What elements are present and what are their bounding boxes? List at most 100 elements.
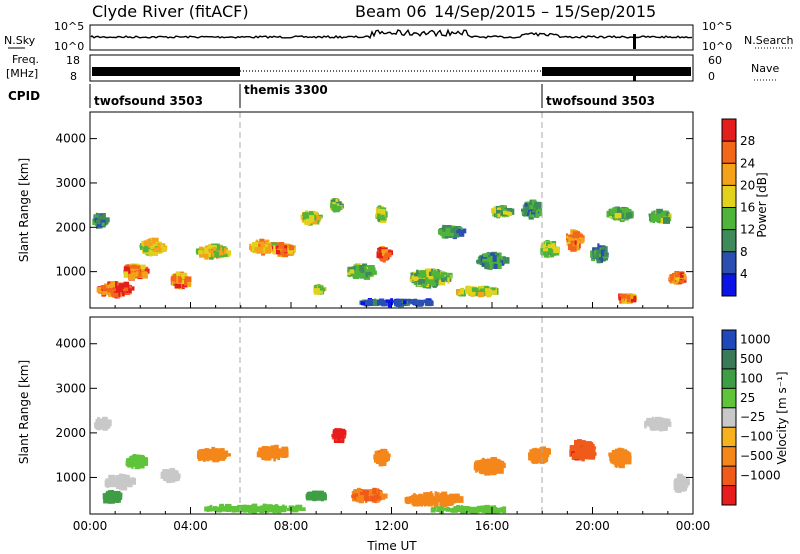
scatter-cell-1753 (597, 243, 600, 250)
x-tick-label-1: 04:00 (173, 519, 208, 533)
scatter-cell-886 (473, 464, 479, 469)
velocity-colorbar-swatch-3 (722, 388, 736, 409)
scatter-cell-471 (213, 249, 217, 253)
scatter-cell-1099 (618, 461, 625, 469)
scatter-cell-551 (249, 243, 252, 250)
scatter-cell-182 (135, 271, 139, 276)
power-colorbar-label: Power [dB] (755, 172, 769, 237)
scatter-cell-2092 (372, 299, 378, 307)
scatter-cell-478 (203, 247, 208, 254)
scatter-cell-1298 (683, 480, 689, 488)
noise-panel-frame (89, 24, 694, 51)
scatter-cell-1449 (452, 227, 458, 231)
scatter-cell-700 (423, 495, 427, 499)
scatter-cell-395 (175, 276, 179, 283)
power-colorbar-swatch-3 (722, 207, 736, 231)
scatter-cell-857 (486, 459, 493, 464)
scatter-cell-970 (533, 457, 538, 461)
velocity-colorbar-label-0: 1000 (740, 332, 771, 346)
velocity-colorbar-swatch-4 (722, 407, 736, 428)
power-heatmap-cells (92, 198, 687, 308)
scatter-cell-86 (115, 281, 118, 288)
scatter-cell-141 (164, 473, 167, 477)
scatter-cell-346 (215, 449, 222, 456)
scatter-cell-482 (222, 253, 228, 257)
scatter-cell-1667 (543, 244, 549, 248)
scatter-cell-1062 (580, 448, 584, 455)
scatter-cell-1529 (466, 507, 473, 513)
scatter-cell-637 (278, 242, 285, 249)
scatter-cell-97 (124, 287, 129, 292)
scatter-cell-91 (123, 281, 130, 289)
scatter-cell-254 (148, 241, 153, 249)
scatter-cell-1305 (503, 257, 510, 264)
scatter-cell-689 (412, 494, 418, 501)
scatter-cell-361 (202, 456, 207, 462)
scatter-cell-541 (265, 239, 270, 246)
x-tick-label-4: 16:00 (475, 519, 510, 533)
scatter-cell-1393 (254, 506, 261, 513)
scatter-cell-1419 (301, 507, 306, 511)
scatter-cell-177 (138, 271, 145, 277)
scatter-cell-1127 (413, 275, 420, 282)
scatter-cell-1039 (575, 441, 582, 447)
x-axis-label: Time UT (366, 539, 417, 553)
scatter-cell-1058 (576, 449, 580, 455)
scatter-cell-1593 (104, 495, 108, 500)
scatter-cell-699 (425, 493, 430, 497)
scatter-cell-1333 (305, 494, 309, 498)
scatter-cell-1269 (498, 252, 502, 259)
scatter-cell-887 (358, 272, 365, 278)
scatter-cell-1374 (491, 208, 496, 214)
scatter-cell-564 (383, 451, 389, 456)
scatter-cell-357 (198, 449, 205, 456)
scatter-cell-261 (157, 248, 162, 253)
scatter-cell-706 (309, 215, 315, 222)
scatter-cell-625 (286, 243, 291, 250)
scatter-cell-1529 (533, 203, 539, 207)
scatter-cell-1233 (662, 424, 668, 431)
scatter-cell-1302 (673, 486, 678, 490)
scatter-cell-894 (360, 265, 364, 272)
scatter-cell-1146 (613, 458, 618, 464)
scatter-cell-1217 (490, 290, 495, 295)
scatter-cell-1674 (553, 246, 560, 254)
scatter-cell-1594 (105, 491, 110, 497)
scatter-cell-874 (489, 466, 496, 473)
scatter-cell-700 (304, 218, 310, 223)
scatter-cell-1135 (420, 270, 427, 276)
scatter-cell-1312 (481, 263, 485, 267)
scatter-cell-454 (220, 246, 227, 252)
scatter-cell-1513 (521, 208, 526, 212)
scatter-cell-1062 (444, 276, 448, 281)
scatter-cell-89 (109, 477, 113, 481)
velocity-heatmap-cells (94, 416, 690, 515)
scatter-cell-630 (277, 251, 284, 255)
scatter-cell-1959 (676, 271, 680, 277)
scatter-cell-1597 (106, 497, 109, 501)
scatter-cell-1443 (450, 232, 454, 237)
y-tick-label-1: 2000 (55, 220, 86, 234)
power-colorbar-swatch-4 (722, 185, 736, 208)
scatter-cell-887 (496, 462, 499, 466)
scatter-cell-1234 (662, 418, 666, 422)
scatter-cell-1445 (456, 228, 462, 234)
scatter-cell-891 (355, 264, 360, 271)
scatter-cell-1114 (447, 277, 450, 284)
scatter-cell-685 (447, 494, 451, 500)
scatter-cell-1126 (620, 461, 624, 465)
scatter-cell-1525 (528, 203, 531, 210)
scatter-cell-98 (105, 287, 109, 291)
scatter-cell-639 (283, 248, 287, 253)
scatter-cell-951 (378, 248, 382, 253)
scatter-cell-1156 (624, 453, 627, 459)
scatter-cell-449 (261, 450, 265, 455)
power-y-axis-label: Slant Range [km] (17, 158, 31, 262)
power-y-axis: 1000 2000 3000 4000 (55, 132, 693, 279)
scatter-cell-559 (378, 459, 383, 467)
scatter-cell-1516 (524, 203, 528, 207)
scatter-cell-2094 (377, 300, 382, 306)
scatter-cell-1828 (618, 212, 625, 220)
scatter-cell-469 (214, 251, 220, 258)
scatter-cell-271 (128, 459, 131, 465)
